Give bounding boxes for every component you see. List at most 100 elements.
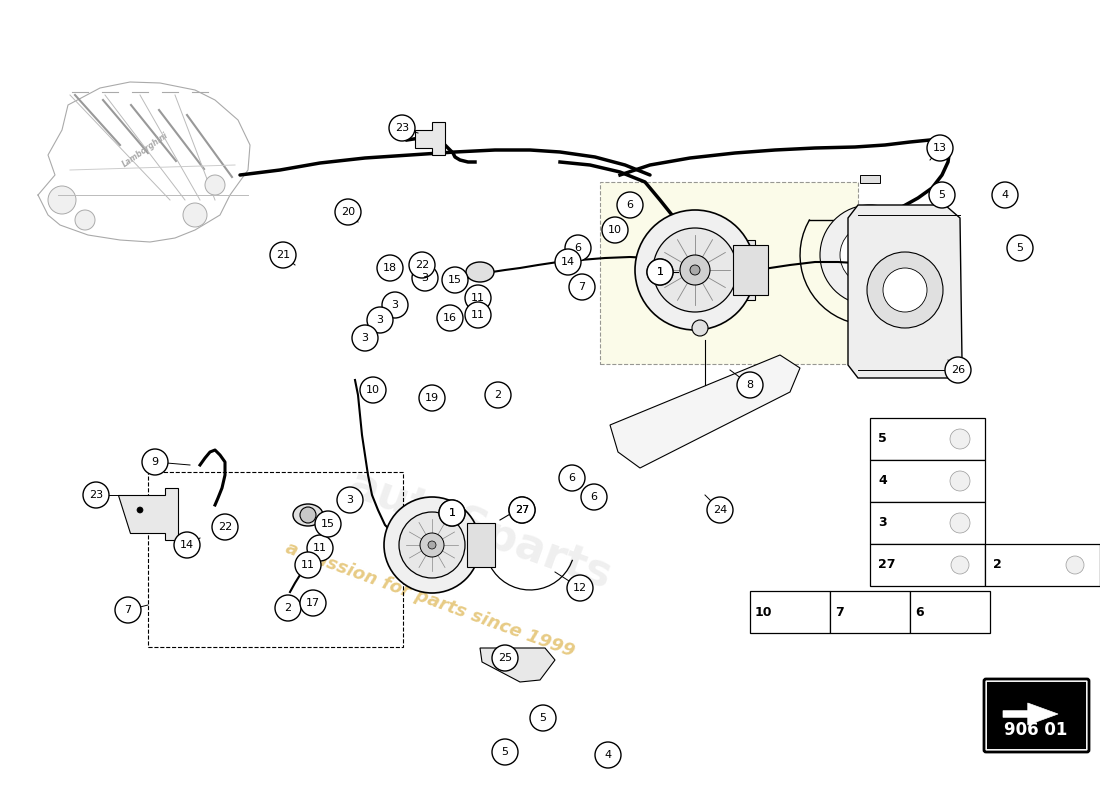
Circle shape: [492, 739, 518, 765]
Text: 4: 4: [1001, 190, 1009, 200]
Circle shape: [300, 507, 316, 523]
Circle shape: [212, 514, 238, 540]
Circle shape: [692, 320, 708, 336]
Circle shape: [419, 385, 446, 411]
Circle shape: [420, 533, 444, 557]
Text: 6: 6: [915, 606, 924, 618]
Circle shape: [412, 265, 438, 291]
Text: 8: 8: [747, 380, 754, 390]
Circle shape: [409, 252, 434, 278]
Circle shape: [647, 259, 673, 285]
Circle shape: [389, 115, 415, 141]
Text: 2: 2: [494, 390, 502, 400]
Circle shape: [116, 597, 141, 623]
Text: 11: 11: [314, 543, 327, 553]
Text: a passion for parts since 1999: a passion for parts since 1999: [283, 539, 578, 661]
Ellipse shape: [293, 504, 323, 526]
Circle shape: [138, 507, 143, 513]
Bar: [870, 502, 984, 544]
Circle shape: [174, 532, 200, 558]
Polygon shape: [415, 122, 446, 155]
Circle shape: [992, 182, 1018, 208]
Text: 5: 5: [539, 713, 547, 723]
Polygon shape: [118, 488, 178, 540]
Text: 3: 3: [878, 517, 887, 530]
Text: 17: 17: [306, 598, 320, 608]
Text: 2: 2: [993, 558, 1002, 571]
Circle shape: [737, 372, 763, 398]
Circle shape: [367, 307, 393, 333]
Circle shape: [337, 487, 363, 513]
Circle shape: [635, 210, 755, 330]
Circle shape: [442, 267, 468, 293]
Circle shape: [275, 595, 301, 621]
Text: 13: 13: [933, 143, 947, 153]
Text: 1: 1: [449, 508, 455, 518]
Text: 20: 20: [341, 207, 355, 217]
Text: 16: 16: [443, 313, 456, 323]
Circle shape: [384, 497, 480, 593]
Ellipse shape: [466, 262, 494, 282]
Circle shape: [707, 497, 733, 523]
Text: 14: 14: [180, 540, 194, 550]
Circle shape: [509, 497, 535, 523]
Circle shape: [653, 228, 737, 312]
Text: 11: 11: [471, 310, 485, 320]
Text: 1: 1: [449, 508, 455, 518]
Bar: [870, 460, 984, 502]
Circle shape: [509, 497, 535, 523]
Text: 5: 5: [878, 433, 887, 446]
Text: 3: 3: [346, 495, 353, 505]
Polygon shape: [848, 205, 962, 378]
Circle shape: [399, 512, 465, 578]
Bar: [750, 591, 830, 633]
Text: 23: 23: [89, 490, 103, 500]
Text: 5: 5: [502, 747, 508, 757]
Text: 7: 7: [124, 605, 132, 615]
Circle shape: [439, 500, 465, 526]
Text: 19: 19: [425, 393, 439, 403]
Circle shape: [1066, 556, 1083, 574]
Polygon shape: [610, 355, 800, 468]
Text: 24: 24: [713, 505, 727, 515]
Text: 9: 9: [152, 457, 158, 467]
Circle shape: [75, 210, 95, 230]
Circle shape: [690, 265, 700, 275]
Circle shape: [437, 305, 463, 331]
Circle shape: [950, 513, 970, 533]
Text: 3: 3: [376, 315, 384, 325]
Text: 2: 2: [285, 603, 292, 613]
Bar: [988, 683, 1085, 748]
Text: 10: 10: [755, 606, 772, 618]
Text: 10: 10: [608, 225, 622, 235]
Text: 6: 6: [569, 473, 575, 483]
Bar: [830, 591, 910, 633]
Circle shape: [428, 541, 436, 549]
Circle shape: [617, 192, 643, 218]
Bar: [675, 240, 755, 300]
Text: 10: 10: [366, 385, 379, 395]
Text: 21: 21: [276, 250, 290, 260]
Circle shape: [820, 205, 920, 305]
Circle shape: [595, 742, 621, 768]
Bar: [600, 182, 858, 364]
Text: 26: 26: [950, 365, 965, 375]
Bar: [733, 245, 768, 295]
Text: 3: 3: [362, 333, 369, 343]
Circle shape: [556, 249, 581, 275]
Circle shape: [48, 186, 76, 214]
Circle shape: [82, 482, 109, 508]
Bar: [984, 544, 1100, 586]
Circle shape: [465, 285, 491, 311]
Text: 7: 7: [835, 606, 844, 618]
Text: 1: 1: [657, 267, 663, 277]
Circle shape: [867, 252, 943, 328]
Circle shape: [270, 242, 296, 268]
Circle shape: [382, 292, 408, 318]
Text: 12: 12: [573, 583, 587, 593]
Text: 1: 1: [657, 267, 663, 277]
Text: 3: 3: [392, 300, 398, 310]
Bar: [870, 544, 984, 586]
Circle shape: [647, 259, 673, 285]
Circle shape: [530, 705, 556, 731]
